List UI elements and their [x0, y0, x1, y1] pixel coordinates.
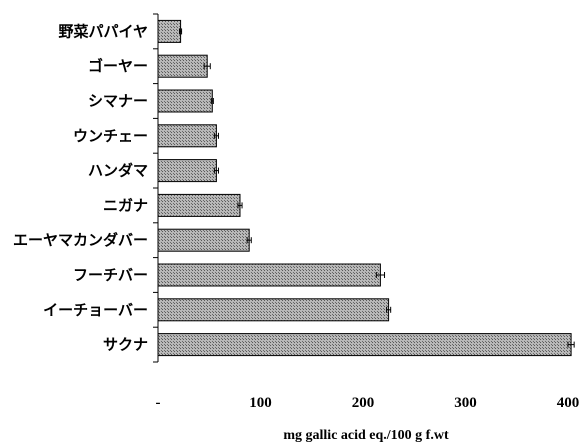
x-axis-title: mg gallic acid eq./100 g f.wt	[283, 428, 449, 443]
category-label: シマナー	[88, 92, 148, 110]
x-tick-label: 100	[249, 395, 272, 411]
category-labels-group: 野菜パパイヤゴーヤーシマナーウンチェーハンダマニガナエーヤマカンダバーフーチバー…	[13, 22, 148, 353]
category-label: ウンチェー	[73, 127, 148, 145]
bar	[157, 54, 208, 78]
bar	[157, 298, 390, 322]
x-tick-label: 300	[454, 395, 477, 411]
category-label: サクナ	[103, 336, 148, 354]
bar	[157, 333, 572, 357]
error-bars-group	[179, 28, 575, 348]
axes-group	[153, 13, 159, 363]
bar	[157, 89, 213, 113]
category-label: ハンダマ	[88, 162, 148, 180]
x-tick-label: -	[156, 395, 161, 411]
bar	[157, 228, 250, 252]
bar	[157, 124, 217, 148]
category-label: イーチョーバー	[43, 301, 148, 319]
bar	[157, 263, 381, 287]
category-label: ニガナ	[103, 196, 148, 214]
category-label: ゴーヤー	[88, 57, 148, 75]
bar	[157, 159, 217, 183]
x-tick-label: 200	[352, 395, 375, 411]
bar	[157, 193, 241, 217]
category-label: フーチバー	[73, 266, 148, 284]
bar	[157, 19, 182, 43]
category-label: エーヤマカンダバー	[13, 231, 148, 249]
category-label: 野菜パパイヤ	[58, 22, 148, 40]
tick-labels-group: - 100 200 300 400	[156, 395, 580, 411]
bars-group	[157, 19, 572, 357]
x-tick-label: 400	[557, 395, 580, 411]
